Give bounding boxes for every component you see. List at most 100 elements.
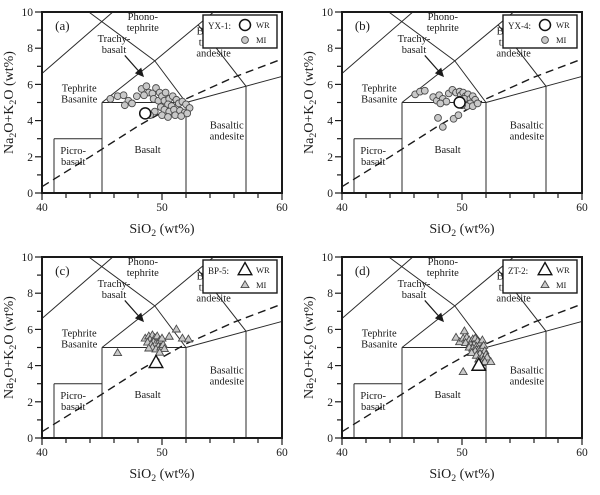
mi-point [458,366,468,375]
wr-point [238,18,252,32]
mi-point [132,92,141,101]
field-label: tephrite [427,23,459,34]
tas-plot-c: Phono-tephriteBasaltictrachy-andesiteTra… [2,252,288,484]
field-label: basalt [61,402,86,413]
legend-sample-label: BP-5: [208,266,229,276]
y-axis-label: Na2O+K2O (wt%) [302,296,319,399]
y-tick-label: 6 [327,324,333,336]
arrow-shaft [424,300,441,319]
y-tick-label: 0 [27,188,33,200]
tas-plot-d: Phono-tephriteBasaltictrachy-andesiteTra… [302,252,588,484]
field-label: andesite [196,294,231,305]
mi-point [106,95,115,103]
field-label: tephrite [127,23,159,34]
arrow-shaft [124,55,141,74]
tas-plot-a: Phono-tephriteBasaltictrachy-andesiteTra… [2,7,288,239]
mi-point [451,332,461,341]
mi-point [436,99,445,108]
y-tick-label: 2 [27,397,33,409]
tas-boundary-line [41,11,114,74]
mi-point [434,114,442,122]
y-axis-label: Na2O+K2O (wt%) [2,51,19,154]
field-label: tephrite [427,268,459,279]
y-tick-label: 2 [327,397,333,409]
field-label: basalt [361,402,386,413]
field-label: andesite [496,49,531,60]
x-axis-label: SiO2 (wt%) [129,467,195,484]
legend-wr-label: WR [556,20,570,30]
tas-boundary-line [388,256,456,307]
tas-boundary-line [41,256,114,319]
x-axis-label: SiO2 (wt%) [129,222,195,239]
field-label: Phono- [128,12,159,23]
field-label: Picro- [60,146,86,157]
y-tick-label: 0 [27,433,33,445]
field-label: Phono- [128,257,159,268]
field-label: Trachy- [398,34,431,45]
field-label: Basalt [134,390,160,401]
arrow-head [434,67,444,78]
mi-point [241,36,249,44]
field-label: Basaltic [510,121,544,132]
legend-box [502,259,578,294]
wr-point [237,261,253,276]
wr-point [453,96,466,109]
tas-boundary-line [185,320,283,348]
field-label: Basaltic [510,366,544,377]
x-axis-label: SiO2 (wt%) [429,467,495,484]
mi-point [144,343,154,352]
mi-point [183,109,192,118]
arrow-head [434,312,444,323]
x-tick-label: 50 [156,447,168,459]
mi-point [164,113,172,121]
x-axis-label: SiO2 (wt%) [429,222,495,239]
plot-frame [41,256,283,439]
field-label: basalt [402,290,427,301]
field-label: Phono- [428,12,459,23]
mi-point [142,82,151,91]
tas-boundary-line [485,75,583,103]
y-tick-label: 6 [27,79,33,91]
field-label: Picro- [60,391,86,402]
mi-point [161,88,170,97]
y-tick-label: 10 [322,7,334,19]
field-label: basalt [102,45,127,56]
y-tick-label: 2 [27,152,33,164]
y-tick-label: 0 [327,188,333,200]
mi-point [540,279,550,289]
mi-point [486,356,496,366]
field-label: andesite [510,377,545,388]
y-tick-label: 4 [27,116,33,128]
y-tick-label: 6 [327,79,333,91]
legend-sample-label: YX-1: [208,21,231,31]
x-tick-label: 50 [156,202,168,214]
tas-boundary-line [454,60,487,103]
panel-letter: (a) [55,18,69,33]
legend-wr-label: WR [256,265,270,275]
y-tick-label: 8 [327,288,333,300]
x-tick-label: 40 [36,202,48,214]
field-label: andesite [196,49,231,60]
legend-sample-label: ZT-2: [508,266,528,276]
y-tick-label: 10 [22,252,34,264]
mi-point [240,279,250,289]
y-tick-label: 4 [327,361,333,373]
field-label: Basanite [61,340,97,351]
mi-point [159,343,170,353]
field-label: Picro- [360,391,386,402]
x-tick-label: 50 [456,447,468,459]
x-tick-label: 60 [576,202,588,214]
y-tick-label: 2 [327,152,333,164]
x-tick-label: 60 [276,447,288,459]
panel-letter: (c) [55,263,69,278]
field-label: Basalt [434,390,460,401]
field-label: Trachy- [98,34,131,45]
field-label: Basanite [61,95,97,106]
tas-boundary-line [341,11,414,74]
y-axis-label: Na2O+K2O (wt%) [302,51,319,154]
field-label: andesite [210,377,245,388]
mi-point [171,324,182,333]
y-tick-label: 4 [27,361,33,373]
mi-point [154,347,165,356]
